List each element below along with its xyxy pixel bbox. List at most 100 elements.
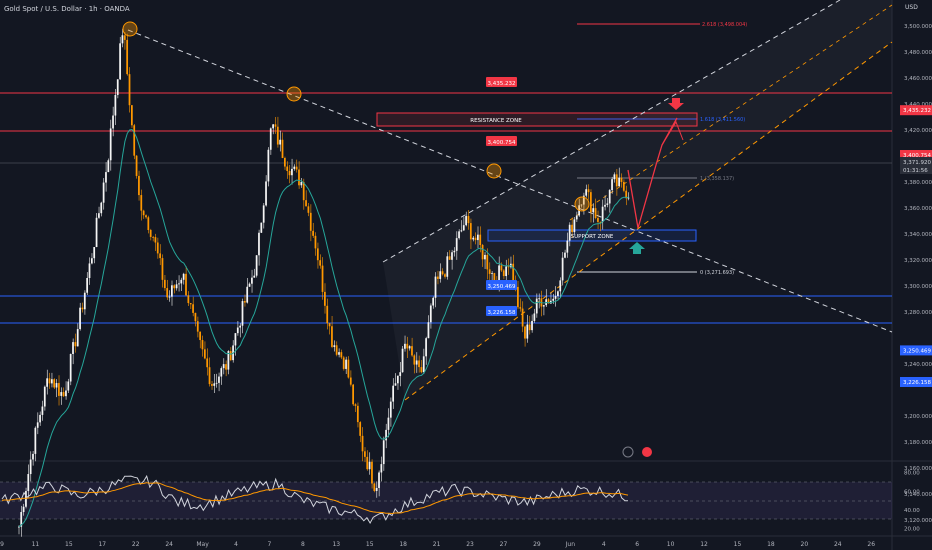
candle-body <box>29 459 32 475</box>
time-axis[interactable]: 9 11 15 17 22 24 May 4 7 8 13 15 18 21 23 27 29 Jun 4 6 10 12… <box>0 541 875 548</box>
candle-body <box>465 216 467 226</box>
candle-body <box>587 189 590 193</box>
candle-body <box>340 352 343 358</box>
moving-average-line <box>18 128 629 528</box>
candle-body <box>521 308 524 327</box>
swing-high-marker[interactable] <box>486 163 502 179</box>
time-tick-label: 17 <box>98 541 106 548</box>
time-tick-label: 18 <box>767 541 775 548</box>
candle-body <box>542 305 545 307</box>
time-tick-label: 8 <box>301 541 305 548</box>
channel-fill <box>383 0 892 400</box>
earnings-flag-icon[interactable] <box>642 447 652 457</box>
candle-body <box>331 326 333 347</box>
price-tick-label: 3,500.000 <box>904 24 932 30</box>
candle-body <box>107 160 110 173</box>
price-tick-label: 3,440.000 <box>904 102 932 108</box>
resistance-zone[interactable] <box>376 112 698 127</box>
candle-body <box>187 295 190 304</box>
dividends-icon[interactable] <box>622 446 634 458</box>
swing-low-marker[interactable] <box>574 196 590 212</box>
candle-body <box>432 297 435 306</box>
candle-body <box>622 181 625 191</box>
rsi-axis[interactable]: 80.00 60.00 40.00 20.00 <box>904 471 920 533</box>
candle-body <box>484 254 486 260</box>
candle-body <box>594 208 597 218</box>
candle-body <box>18 526 20 528</box>
channel-lower-line[interactable] <box>404 41 893 401</box>
price-tick-label: 3,140.000 <box>904 492 932 498</box>
candle-body <box>385 429 387 441</box>
candle-body <box>335 345 338 355</box>
candle-body <box>53 379 56 388</box>
price-tick-label: 3,420.000 <box>904 128 932 134</box>
time-tick-label: 24 <box>834 541 842 548</box>
price-badge-label: 3,226.158 <box>903 380 931 386</box>
candle-body <box>175 284 178 289</box>
candle-body <box>109 128 112 161</box>
candle-body <box>477 234 479 241</box>
candle-body <box>575 215 578 220</box>
swing-high-marker[interactable] <box>286 86 302 102</box>
candle-body <box>138 175 140 196</box>
price-axis[interactable]: 3,500.000 3,480.000 3,460.000 3,440.000 3,42… <box>904 24 932 524</box>
candle-body <box>258 232 260 256</box>
candle-body <box>211 384 213 386</box>
candle-body <box>566 240 569 253</box>
candle-body <box>375 487 378 491</box>
candle-body <box>502 270 505 277</box>
time-tick-label: 11 <box>32 541 40 548</box>
candle-body <box>180 279 183 284</box>
time-tick-label: 4 <box>602 541 606 548</box>
candle-body <box>307 206 310 213</box>
candle-body <box>206 358 209 368</box>
candle-body <box>20 512 23 527</box>
candle-body <box>288 171 291 176</box>
level-label-3250: 3,250.469 <box>488 284 516 290</box>
candle-body <box>262 205 265 223</box>
channel-upper-line[interactable] <box>382 0 841 263</box>
candle-body <box>135 155 138 176</box>
candle-body <box>218 376 220 383</box>
candle-body <box>236 327 239 334</box>
currency-label: USD <box>905 4 918 11</box>
candle-body <box>411 346 413 356</box>
time-tick-label: 15 <box>734 541 742 548</box>
candle-body <box>283 157 286 167</box>
candle-body <box>88 263 91 279</box>
candle-body <box>319 260 322 266</box>
candle-body <box>547 299 550 304</box>
candle-body <box>399 372 402 376</box>
candle-body <box>239 325 242 328</box>
candle-body <box>455 238 458 251</box>
candle-body <box>615 174 618 187</box>
candle-body <box>269 128 272 150</box>
time-tick-label: 4 <box>234 541 238 548</box>
candle-body <box>526 324 529 339</box>
time-tick-label: 27 <box>500 541 508 548</box>
price-tick-label: 3,300.000 <box>904 284 932 290</box>
candle-body <box>507 266 510 268</box>
candle-body <box>253 275 256 278</box>
candle-body <box>552 298 555 301</box>
rsi-tick-label: 60.00 <box>904 489 920 495</box>
resistance-zone-label: RESISTANCE ZONE <box>470 118 522 124</box>
time-tick-label: 15 <box>65 541 73 548</box>
fib-label-1: 1 (3,358.137) <box>700 176 734 182</box>
candle-body <box>441 271 444 275</box>
candle-body <box>571 224 573 233</box>
candle-body <box>364 451 366 457</box>
descending-trendline[interactable] <box>127 29 893 333</box>
candle-body <box>295 166 298 170</box>
countdown-value: 01:31:56 <box>903 168 928 174</box>
support-zone[interactable] <box>487 229 697 242</box>
candle-body <box>316 248 319 261</box>
candle-body <box>46 378 48 387</box>
candle-body <box>81 307 84 310</box>
price-tick-label: 3,360.000 <box>904 206 932 212</box>
candle-body <box>305 200 307 207</box>
candle-body <box>199 331 201 341</box>
swing-high-marker[interactable] <box>122 21 138 37</box>
candle-body <box>444 274 446 277</box>
